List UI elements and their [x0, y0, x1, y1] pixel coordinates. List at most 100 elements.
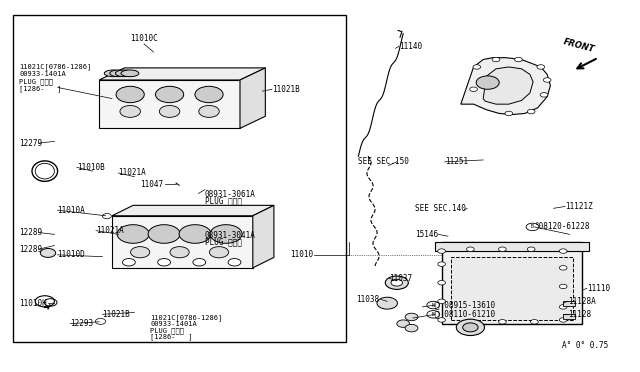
Text: 00933-1401A: 00933-1401A: [150, 321, 197, 327]
Polygon shape: [112, 205, 274, 216]
Ellipse shape: [104, 70, 122, 77]
Circle shape: [467, 247, 474, 251]
Text: 12289: 12289: [19, 245, 42, 254]
Text: 12279: 12279: [19, 139, 42, 148]
Text: B: B: [432, 312, 435, 317]
Circle shape: [195, 86, 223, 103]
Ellipse shape: [110, 70, 128, 77]
Circle shape: [209, 247, 228, 258]
Bar: [451, 257, 573, 320]
Circle shape: [116, 86, 144, 103]
Text: 11037: 11037: [389, 274, 412, 283]
Circle shape: [531, 320, 538, 324]
Ellipse shape: [121, 70, 139, 77]
Text: B: B: [531, 224, 534, 230]
Text: PLUG プラグ: PLUG プラグ: [150, 327, 184, 334]
Bar: [99, 80, 240, 128]
Circle shape: [492, 57, 500, 62]
Circle shape: [470, 87, 477, 92]
Circle shape: [559, 266, 567, 270]
Circle shape: [499, 247, 506, 251]
Circle shape: [117, 225, 149, 243]
Circle shape: [102, 214, 111, 219]
Text: ⓓ 08915-13610: ⓓ 08915-13610: [435, 301, 495, 310]
Circle shape: [515, 57, 522, 62]
Text: 00933-1401A: 00933-1401A: [19, 71, 66, 77]
Circle shape: [438, 262, 445, 266]
Circle shape: [405, 324, 418, 332]
Circle shape: [537, 65, 545, 69]
Text: 11121Z: 11121Z: [565, 202, 593, 211]
Circle shape: [467, 320, 474, 324]
Bar: [435, 242, 589, 251]
Circle shape: [473, 65, 481, 69]
Circle shape: [199, 105, 220, 118]
Text: FRONT: FRONT: [563, 37, 596, 54]
Circle shape: [559, 284, 567, 289]
Circle shape: [463, 323, 478, 332]
Text: 11140: 11140: [399, 42, 422, 51]
Circle shape: [499, 320, 506, 324]
Text: 11010: 11010: [291, 250, 314, 259]
Circle shape: [526, 223, 539, 231]
Circle shape: [210, 225, 242, 243]
Circle shape: [377, 297, 397, 309]
Bar: [13, 15, 346, 342]
Text: [1286-   ]: [1286- ]: [19, 86, 61, 92]
Text: 11021A: 11021A: [118, 169, 146, 177]
Text: 11010A: 11010A: [58, 206, 85, 215]
Text: 11010C: 11010C: [130, 34, 158, 43]
Text: 11010D: 11010D: [58, 250, 85, 259]
FancyBboxPatch shape: [563, 301, 575, 306]
Text: 12289: 12289: [19, 228, 42, 237]
Text: PLUG プラグ: PLUG プラグ: [205, 237, 242, 246]
Circle shape: [156, 86, 184, 103]
Text: 11251: 11251: [445, 157, 468, 166]
Circle shape: [438, 280, 445, 285]
Bar: [442, 242, 582, 324]
Text: 11128A: 11128A: [568, 297, 595, 306]
Text: 11047: 11047: [140, 180, 163, 189]
Text: [1286-   ]: [1286- ]: [150, 333, 193, 340]
Bar: [112, 216, 253, 268]
Circle shape: [427, 301, 440, 309]
Ellipse shape: [115, 70, 133, 77]
Text: SEE SEC.150: SEE SEC.150: [358, 157, 408, 166]
Text: N: N: [432, 302, 435, 308]
Polygon shape: [240, 68, 266, 128]
Circle shape: [391, 279, 403, 286]
Text: PLUG プラグ: PLUG プラグ: [19, 78, 53, 85]
Text: PLUG プラグ: PLUG プラグ: [205, 196, 242, 205]
Circle shape: [559, 318, 567, 322]
Polygon shape: [461, 58, 550, 115]
Text: 11021C[0786-1286]: 11021C[0786-1286]: [150, 314, 223, 321]
Text: SEE SEC.140: SEE SEC.140: [415, 204, 466, 213]
Circle shape: [405, 313, 418, 321]
Polygon shape: [483, 67, 533, 104]
Text: A° 0° 0.75: A° 0° 0.75: [562, 341, 608, 350]
FancyBboxPatch shape: [563, 314, 575, 319]
Circle shape: [40, 248, 56, 257]
Circle shape: [148, 225, 180, 243]
Circle shape: [193, 259, 205, 266]
Text: 11110: 11110: [587, 284, 610, 293]
Circle shape: [120, 105, 140, 118]
Circle shape: [476, 76, 499, 89]
Circle shape: [159, 105, 180, 118]
Text: 11021C[0786-1286]: 11021C[0786-1286]: [19, 63, 92, 70]
Circle shape: [228, 259, 241, 266]
Circle shape: [427, 311, 440, 318]
Circle shape: [438, 249, 445, 253]
Circle shape: [559, 249, 567, 253]
Circle shape: [385, 276, 408, 289]
Circle shape: [397, 320, 410, 327]
Circle shape: [527, 247, 535, 251]
Circle shape: [540, 93, 548, 97]
Circle shape: [131, 247, 150, 258]
Circle shape: [559, 305, 567, 309]
Text: 11021B: 11021B: [102, 310, 130, 319]
Circle shape: [170, 247, 189, 258]
Text: 08931-3061A: 08931-3061A: [205, 190, 255, 199]
Polygon shape: [99, 68, 266, 80]
Text: 15146: 15146: [415, 230, 438, 239]
